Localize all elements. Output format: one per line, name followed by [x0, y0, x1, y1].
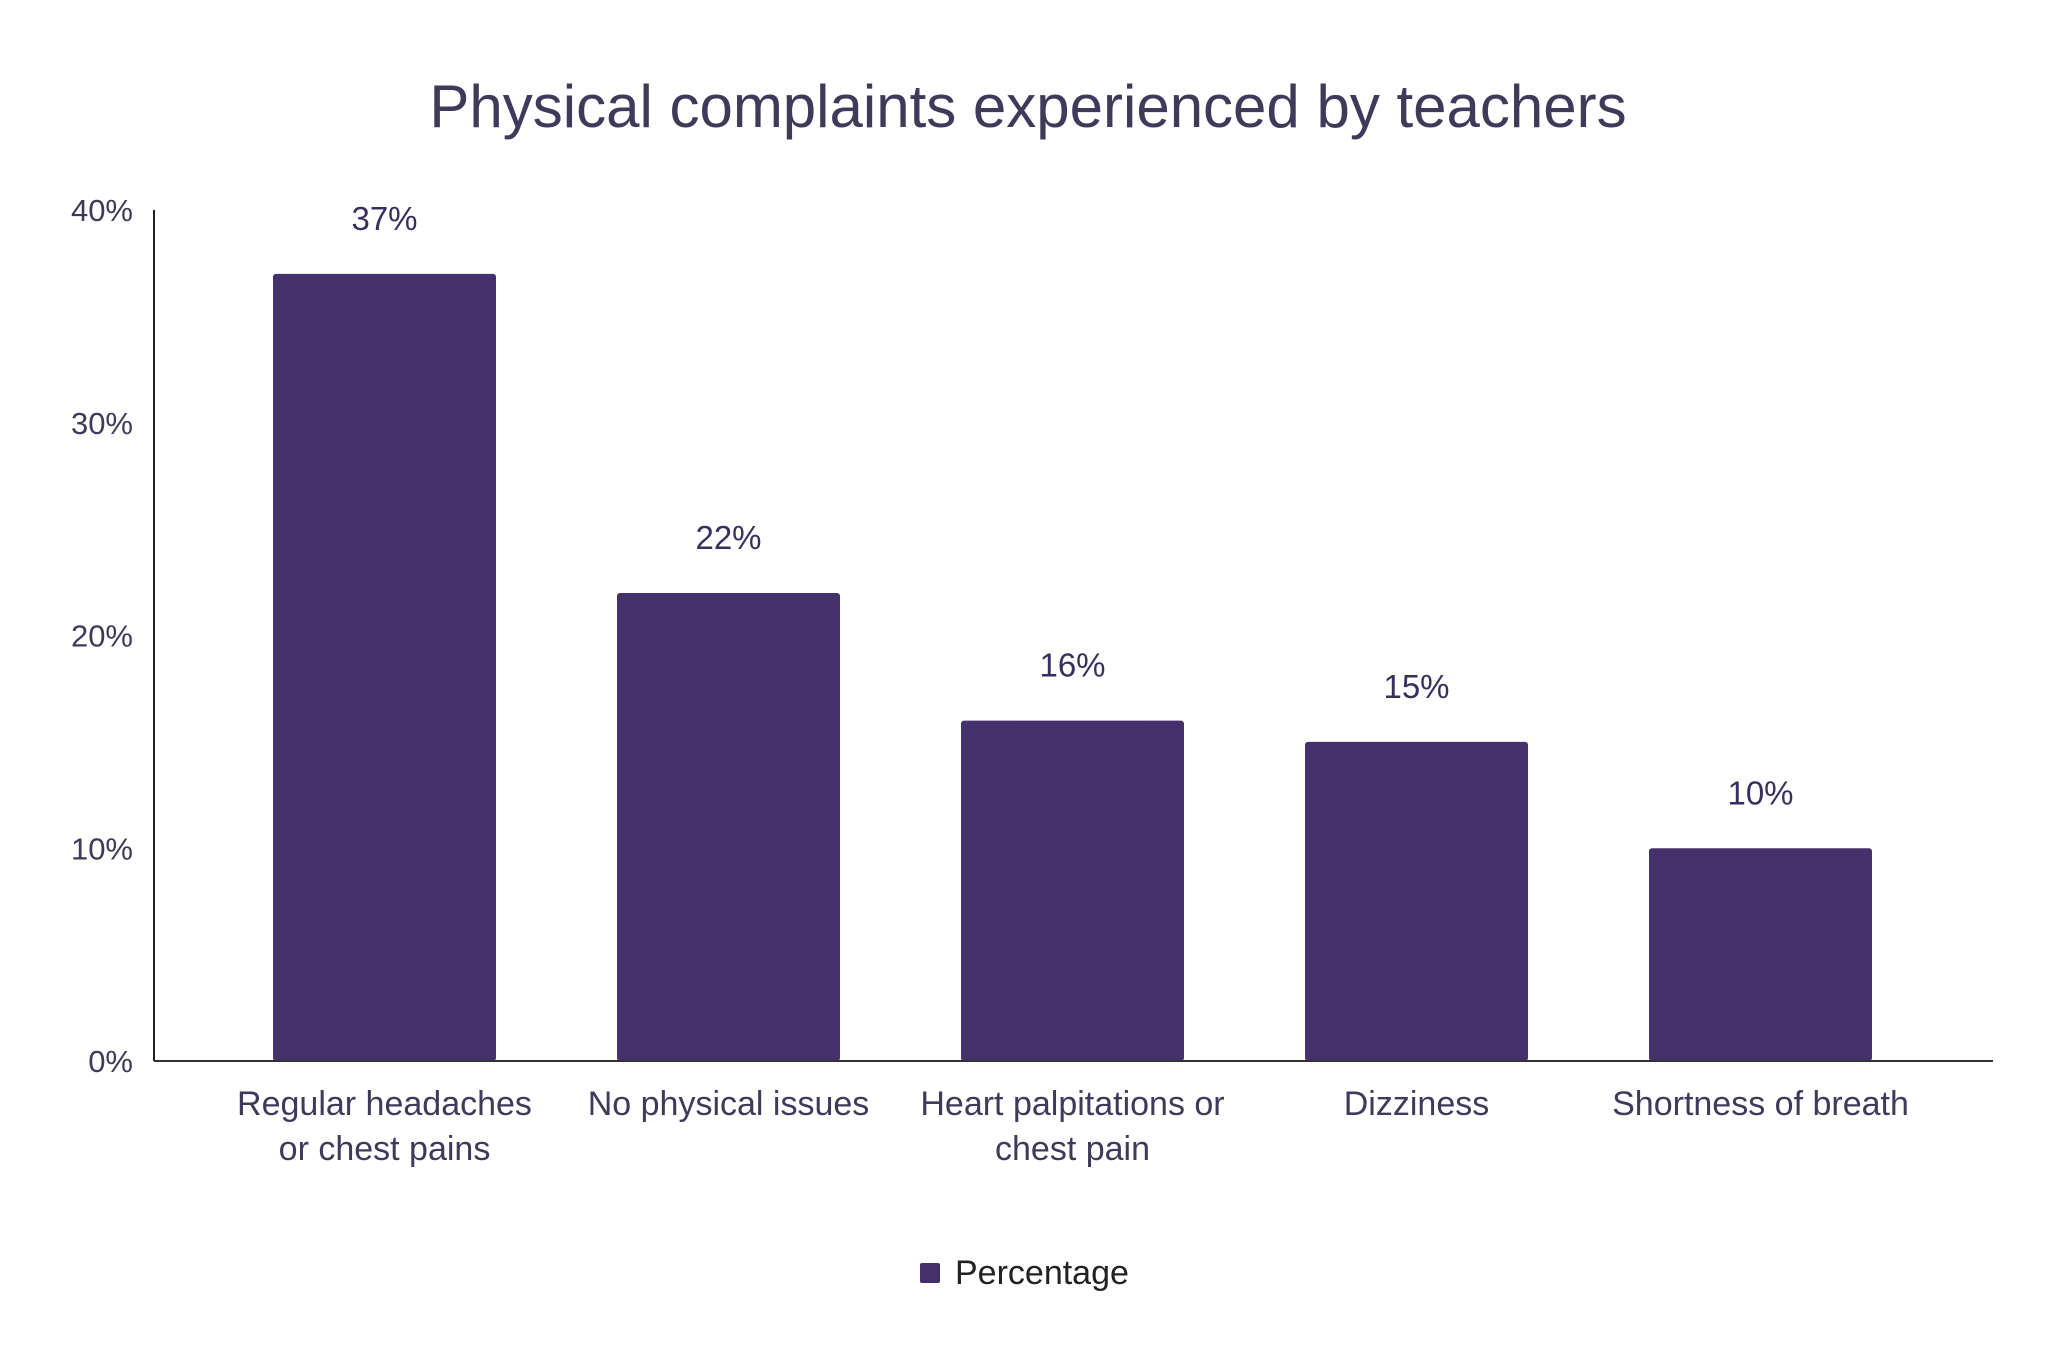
x-tick-label: or chest pains [279, 1130, 491, 1168]
bar [1649, 848, 1872, 1061]
x-tick-label: Shortness of breath [1612, 1085, 1909, 1123]
legend-swatch [920, 1263, 940, 1283]
data-label: 10% [1727, 774, 1793, 811]
data-label: 15% [1383, 668, 1449, 705]
x-tick-label: Dizziness [1344, 1085, 1489, 1123]
y-tick-label: 10% [71, 831, 133, 866]
bar [961, 720, 1184, 1061]
y-tick-label: 0% [88, 1044, 133, 1079]
data-label: 16% [1039, 647, 1105, 684]
legend: Percentage [920, 1254, 1129, 1292]
x-tick-label: Heart palpitations or [920, 1085, 1224, 1123]
x-axis: Regular headaches or chest pains No physic… [237, 1085, 1909, 1168]
x-tick-label: chest pain [995, 1130, 1150, 1168]
data-labels: 37% 22% 16% 15% 10% [351, 200, 1793, 811]
y-tick-label: 20% [71, 619, 133, 654]
data-label: 22% [695, 519, 761, 556]
legend-label: Percentage [955, 1254, 1129, 1292]
bar [273, 273, 496, 1061]
bar [1305, 741, 1528, 1061]
data-label: 37% [351, 200, 417, 237]
bars [273, 273, 1872, 1061]
bar [617, 592, 840, 1061]
x-tick-label: Regular headaches [237, 1085, 532, 1123]
x-tick-label: No physical issues [588, 1085, 870, 1123]
y-tick-label: 40% [71, 193, 133, 228]
y-tick-label: 30% [71, 406, 133, 441]
y-axis: 0% 10% 20% 30% 40% [71, 193, 133, 1079]
chart-title: Physical complaints experienced by teach… [429, 73, 1626, 140]
